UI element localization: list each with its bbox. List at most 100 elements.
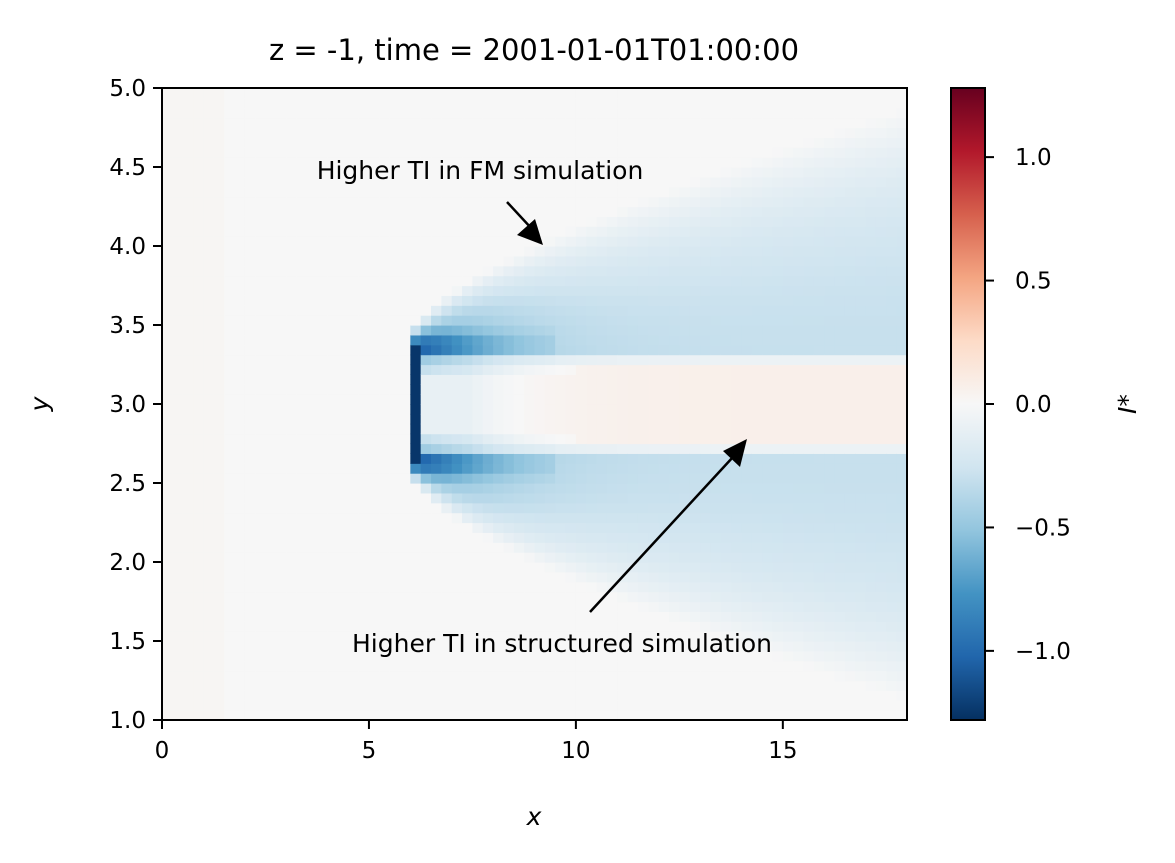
heatmap-cell [441, 354, 453, 366]
heatmap-cell [565, 255, 577, 267]
heatmap-cell [751, 611, 763, 622]
heatmap-cell [803, 611, 815, 622]
heatmap-cell [689, 542, 701, 553]
heatmap-cell [606, 295, 618, 306]
heatmap-cell [244, 502, 256, 514]
heatmap-cell [627, 571, 639, 583]
heatmap-cell [648, 532, 660, 543]
heatmap-cell [875, 147, 887, 158]
heatmap-cell [503, 591, 515, 603]
heatmap-cell [513, 176, 525, 188]
heatmap-cell [762, 394, 774, 405]
heatmap-cell [679, 453, 691, 464]
heatmap-cell [596, 532, 608, 543]
heatmap-cell [431, 443, 442, 454]
heatmap-cell [358, 176, 370, 188]
heatmap-cell [886, 581, 898, 593]
heatmap-cell [689, 473, 701, 484]
heatmap-cell [793, 117, 805, 129]
heatmap-cell [431, 275, 442, 287]
heatmap-cell [575, 344, 587, 356]
heatmap-cell [617, 167, 629, 178]
heatmap-cell [462, 117, 474, 129]
heatmap-cell [368, 325, 380, 336]
heatmap-cell [596, 453, 608, 464]
heatmap-cell [358, 453, 370, 464]
heatmap-cell [855, 581, 867, 593]
heatmap-cell [844, 492, 856, 504]
heatmap-cell [286, 206, 298, 217]
heatmap-cell [503, 453, 515, 464]
heatmap-cell [275, 127, 287, 138]
heatmap-cell [337, 463, 349, 474]
heatmap-cell [596, 305, 608, 316]
heatmap-cell [803, 275, 815, 287]
heatmap-cell [751, 690, 763, 701]
heatmap-cell [327, 581, 339, 593]
heatmap-cell [741, 552, 753, 563]
heatmap-cell [824, 611, 836, 622]
heatmap-cell [441, 680, 453, 691]
heatmap-cell [337, 285, 349, 296]
heatmap-cell [782, 542, 794, 553]
heatmap-cell [493, 522, 505, 533]
heatmap-cell [306, 423, 318, 435]
heatmap-cell [275, 285, 287, 296]
heatmap-cell [575, 255, 587, 267]
heatmap-cell [337, 196, 349, 208]
heatmap-cell [741, 186, 753, 198]
heatmap-cell [555, 522, 567, 533]
heatmap-cell [379, 423, 391, 435]
heatmap-cell [637, 413, 649, 425]
heatmap-cell [358, 334, 370, 346]
heatmap-cell [193, 176, 204, 188]
heatmap-cell [296, 562, 308, 573]
heatmap-cell [762, 453, 774, 464]
heatmap-cell [503, 236, 515, 247]
heatmap-cell [493, 463, 505, 474]
heatmap-cell [803, 423, 815, 435]
heatmap-cell [658, 236, 670, 247]
heatmap-cell [824, 542, 836, 553]
heatmap-cell [627, 285, 639, 296]
heatmap-cell [824, 433, 836, 445]
heatmap-cell [379, 394, 391, 405]
heatmap-cell [275, 255, 287, 267]
heatmap-cell [420, 127, 432, 138]
heatmap-cell [368, 374, 380, 385]
heatmap-cell [565, 552, 577, 563]
heatmap-cell [875, 502, 887, 514]
heatmap-cell [368, 384, 380, 395]
heatmap-cell [224, 364, 236, 375]
heatmap-cell [420, 216, 432, 227]
heatmap-cell [710, 186, 722, 198]
heatmap-cell [172, 670, 184, 682]
heatmap-cell [348, 690, 360, 701]
heatmap-cell [255, 601, 267, 612]
heatmap-cell [793, 374, 805, 385]
heatmap-cell [617, 305, 629, 316]
heatmap-cell [327, 710, 339, 720]
heatmap-cell [555, 690, 567, 701]
heatmap-cell [337, 88, 349, 99]
heatmap-cell [193, 137, 204, 148]
heatmap-cell [710, 167, 722, 178]
heatmap-cell [524, 167, 536, 178]
heatmap-cell [193, 700, 204, 711]
heatmap-cell [306, 641, 318, 652]
heatmap-cell [162, 344, 173, 356]
heatmap-cell [710, 226, 722, 237]
heatmap-cell [751, 344, 763, 356]
heatmap-cell [669, 127, 680, 138]
heatmap-cell [637, 334, 649, 346]
heatmap-cell [306, 552, 318, 563]
heatmap-cell [575, 670, 587, 682]
heatmap-cell [472, 680, 484, 691]
heatmap-cell [255, 423, 267, 435]
heatmap-cell [420, 680, 432, 691]
heatmap-cell [855, 680, 867, 691]
heatmap-cell [513, 601, 525, 612]
heatmap-cell [534, 246, 546, 257]
heatmap-cell [813, 97, 825, 109]
heatmap-cell [565, 394, 577, 405]
